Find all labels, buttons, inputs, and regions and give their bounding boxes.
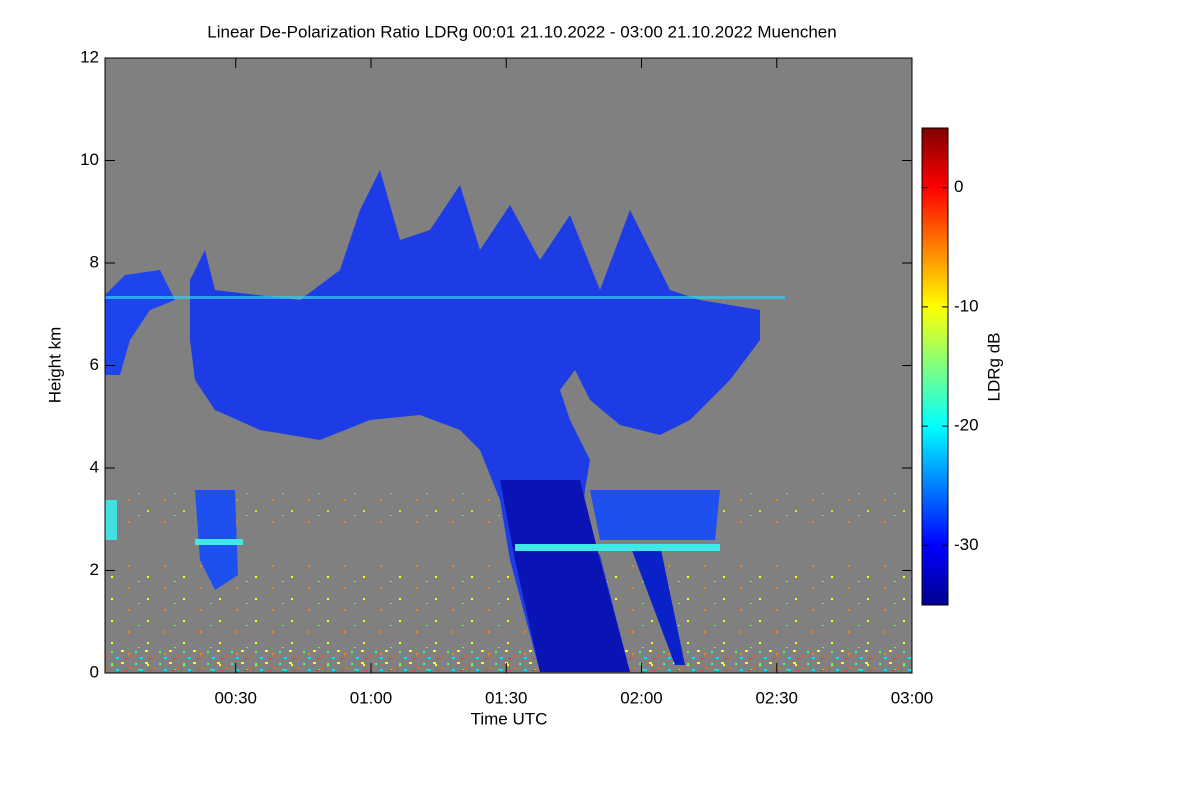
x-tick-label: 03:00 <box>891 688 934 707</box>
colorbar <box>921 127 949 606</box>
y-tick-label: 4 <box>90 457 99 476</box>
y-tick-label: 12 <box>80 47 99 66</box>
colorbar-tick-label: -30 <box>954 535 979 554</box>
y-axis-label: Height km <box>45 327 64 404</box>
x-tick-label: 01:30 <box>485 688 528 707</box>
chart-title: Linear De-Polarization Ratio LDRg 00:01 … <box>207 22 836 41</box>
y-tick-label: 6 <box>90 355 99 374</box>
x-axis-label: Time UTC <box>471 709 548 728</box>
colorbar-tick-label: -20 <box>954 416 979 435</box>
x-tick-label: 02:00 <box>620 688 663 707</box>
y-tick-label: 8 <box>90 252 99 271</box>
x-tick-label: 01:00 <box>350 688 393 707</box>
colorbar-tick-label: 0 <box>954 177 963 196</box>
ldr-field <box>105 170 912 673</box>
y-tick-label: 0 <box>90 662 99 681</box>
x-tick-label: 02:30 <box>755 688 798 707</box>
colorbar-tick-label: -10 <box>954 296 979 315</box>
y-tick-label: 2 <box>90 560 99 579</box>
colorbar-label: LDRg dB <box>984 333 1003 402</box>
x-tick-label: 00:30 <box>214 688 257 707</box>
y-tick-label: 10 <box>80 150 99 169</box>
